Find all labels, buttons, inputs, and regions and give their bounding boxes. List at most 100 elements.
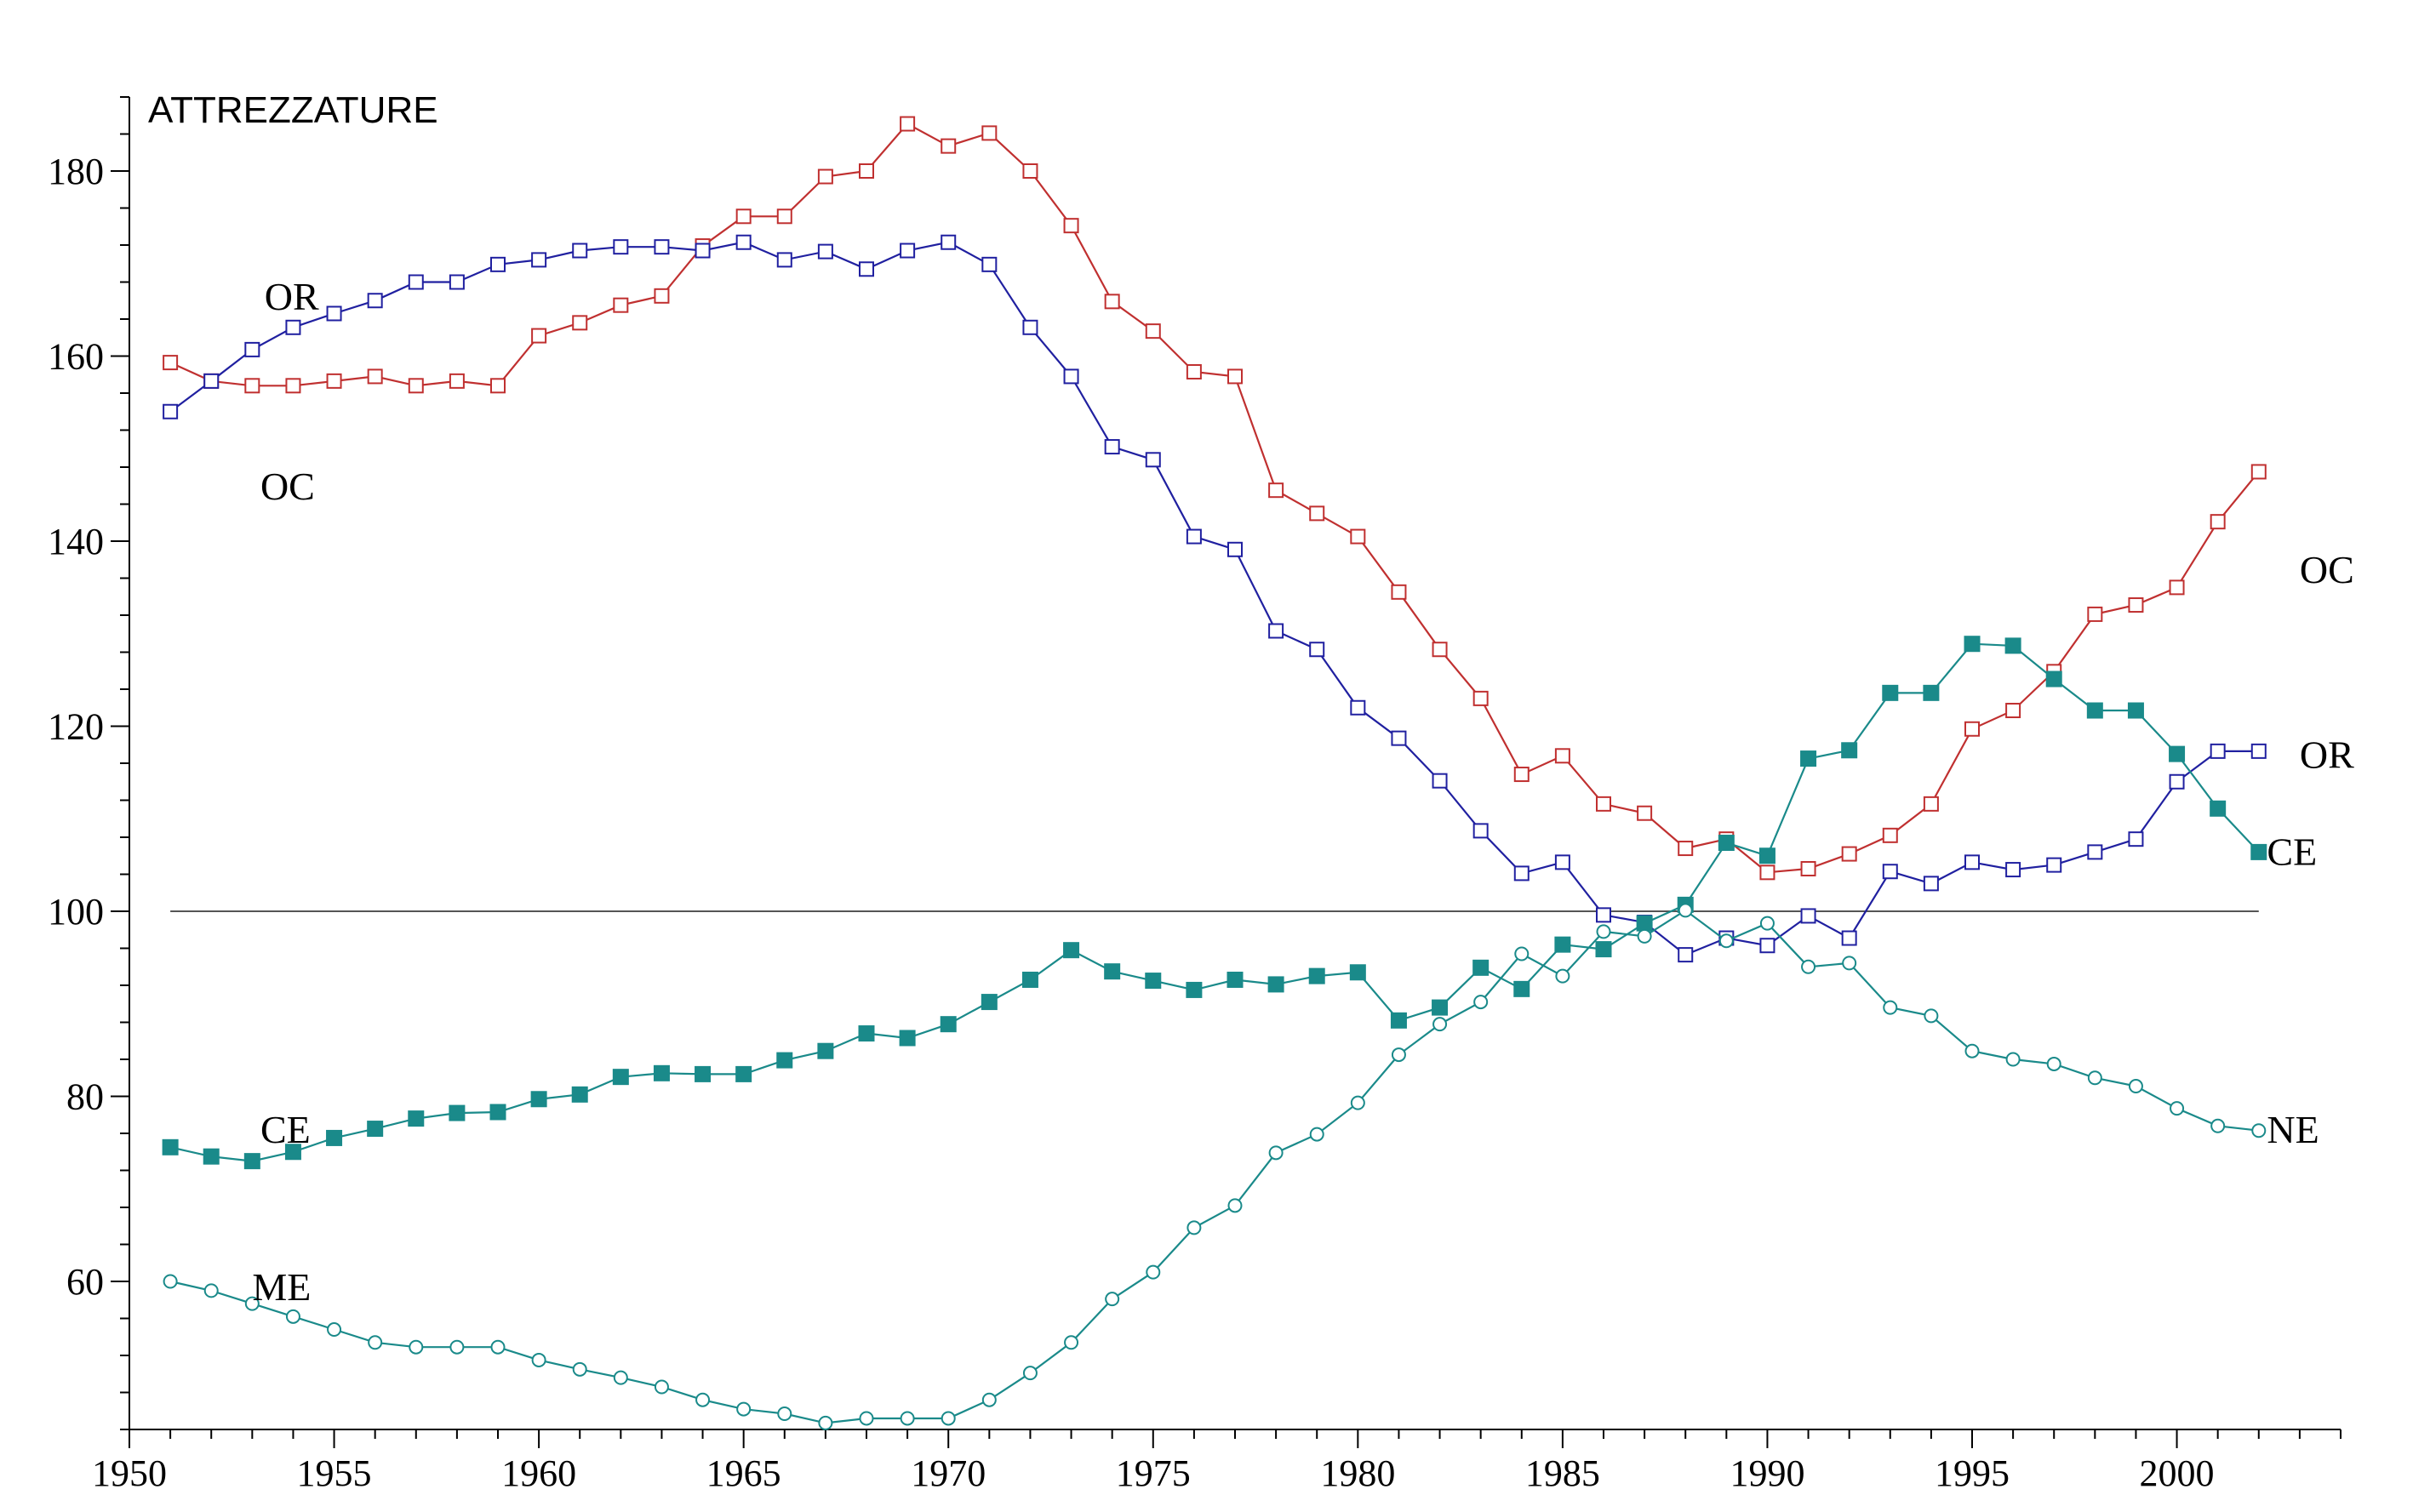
data-point <box>572 1361 587 1377</box>
data-point <box>1227 368 1243 385</box>
data-point <box>859 1411 874 1426</box>
y-tick-label: 120 <box>48 706 104 748</box>
data-point <box>1309 1127 1324 1142</box>
data-point <box>612 1069 629 1086</box>
data-point <box>981 1392 997 1407</box>
series-label: OC <box>260 465 315 508</box>
data-point <box>900 1411 915 1426</box>
data-point <box>1842 956 1857 971</box>
x-tick-label: 1960 <box>501 1452 576 1494</box>
data-point <box>2250 464 2267 480</box>
series-line-or <box>169 241 2259 956</box>
data-point <box>1759 864 1775 881</box>
y-tick-label: 160 <box>48 336 104 378</box>
axes: 60 80 100 120 140 160 180 1950 1955 1960 1965 1970 1… <box>48 96 2342 1494</box>
data-point <box>654 239 670 255</box>
data-point <box>1227 1198 1243 1213</box>
data-point <box>817 168 833 185</box>
data-point <box>1350 528 1366 545</box>
data-point <box>1964 854 1980 870</box>
data-point <box>2169 773 2185 790</box>
data-point <box>1923 796 1939 812</box>
data-point <box>1759 916 1775 931</box>
data-point <box>1637 928 1652 944</box>
chart-title: ATTREZZATURE <box>148 89 438 131</box>
data-point <box>776 1052 793 1069</box>
data-point <box>1596 796 1611 812</box>
series-line-oc <box>169 123 2260 874</box>
data-point <box>1513 865 1530 882</box>
data-point <box>2087 1070 2102 1086</box>
data-point <box>613 297 629 313</box>
data-point <box>244 341 260 357</box>
series-label: CE <box>2267 830 2317 874</box>
data-point <box>1923 684 1940 701</box>
data-point <box>2128 597 2144 613</box>
data-point <box>244 1296 260 1311</box>
x-tick-label: 1970 <box>911 1452 986 1494</box>
data-point <box>1104 439 1120 455</box>
data-point <box>1678 947 1694 963</box>
data-point <box>203 373 220 389</box>
x-tick-label: 1980 <box>1320 1452 1395 1494</box>
data-point <box>1432 642 1448 658</box>
data-point <box>2128 831 2144 847</box>
data-point <box>1801 959 1816 974</box>
data-point <box>981 256 998 272</box>
data-point <box>203 1148 220 1165</box>
data-point <box>1513 980 1530 997</box>
data-point <box>1432 999 1449 1016</box>
data-point <box>1923 876 1939 892</box>
data-point <box>981 125 998 141</box>
data-point <box>2045 670 2062 688</box>
data-point <box>1882 864 1898 880</box>
data-point <box>2250 843 2267 860</box>
data-point <box>1758 847 1775 864</box>
data-point <box>899 1030 916 1047</box>
data-point <box>1063 942 1080 959</box>
series-label: NE <box>2267 1108 2319 1151</box>
data-point <box>1309 642 1325 658</box>
data-point <box>1596 907 1611 923</box>
data-point <box>695 1065 712 1082</box>
data-point <box>284 1144 301 1161</box>
data-point <box>1145 973 1162 990</box>
data-point <box>1105 1292 1120 1307</box>
data-point <box>859 261 874 277</box>
data-point <box>1472 690 1489 706</box>
x-tick-label: 1950 <box>92 1452 167 1494</box>
data-point <box>1964 1043 1980 1058</box>
data-point <box>2210 514 2226 530</box>
data-point <box>449 1104 466 1121</box>
data-point <box>1146 1264 1161 1280</box>
data-point <box>1883 1000 1898 1015</box>
data-point <box>1064 1335 1079 1350</box>
data-point <box>1104 294 1120 310</box>
data-point <box>1637 805 1653 821</box>
data-point <box>1022 163 1038 179</box>
data-point <box>981 994 998 1011</box>
data-point <box>449 1339 465 1355</box>
data-point <box>1022 1366 1038 1381</box>
data-point <box>1964 721 1980 737</box>
y-tick-label: 80 <box>66 1076 104 1118</box>
series-me-ne <box>163 903 2267 1430</box>
data-point <box>1554 854 1570 870</box>
data-point <box>817 243 833 260</box>
data-point <box>163 403 179 419</box>
data-point <box>1309 505 1325 522</box>
data-point <box>1063 368 1079 385</box>
data-point <box>326 1129 343 1146</box>
data-point <box>1391 584 1407 600</box>
data-point <box>2250 743 2267 759</box>
data-point <box>735 1065 752 1082</box>
data-point <box>1432 1017 1448 1032</box>
y-tick-label: 140 <box>48 521 104 562</box>
data-point <box>1145 452 1161 468</box>
data-point <box>1268 482 1284 499</box>
data-point <box>531 1352 546 1367</box>
data-point <box>1022 319 1038 335</box>
data-point <box>408 274 424 290</box>
data-point <box>613 1370 628 1385</box>
